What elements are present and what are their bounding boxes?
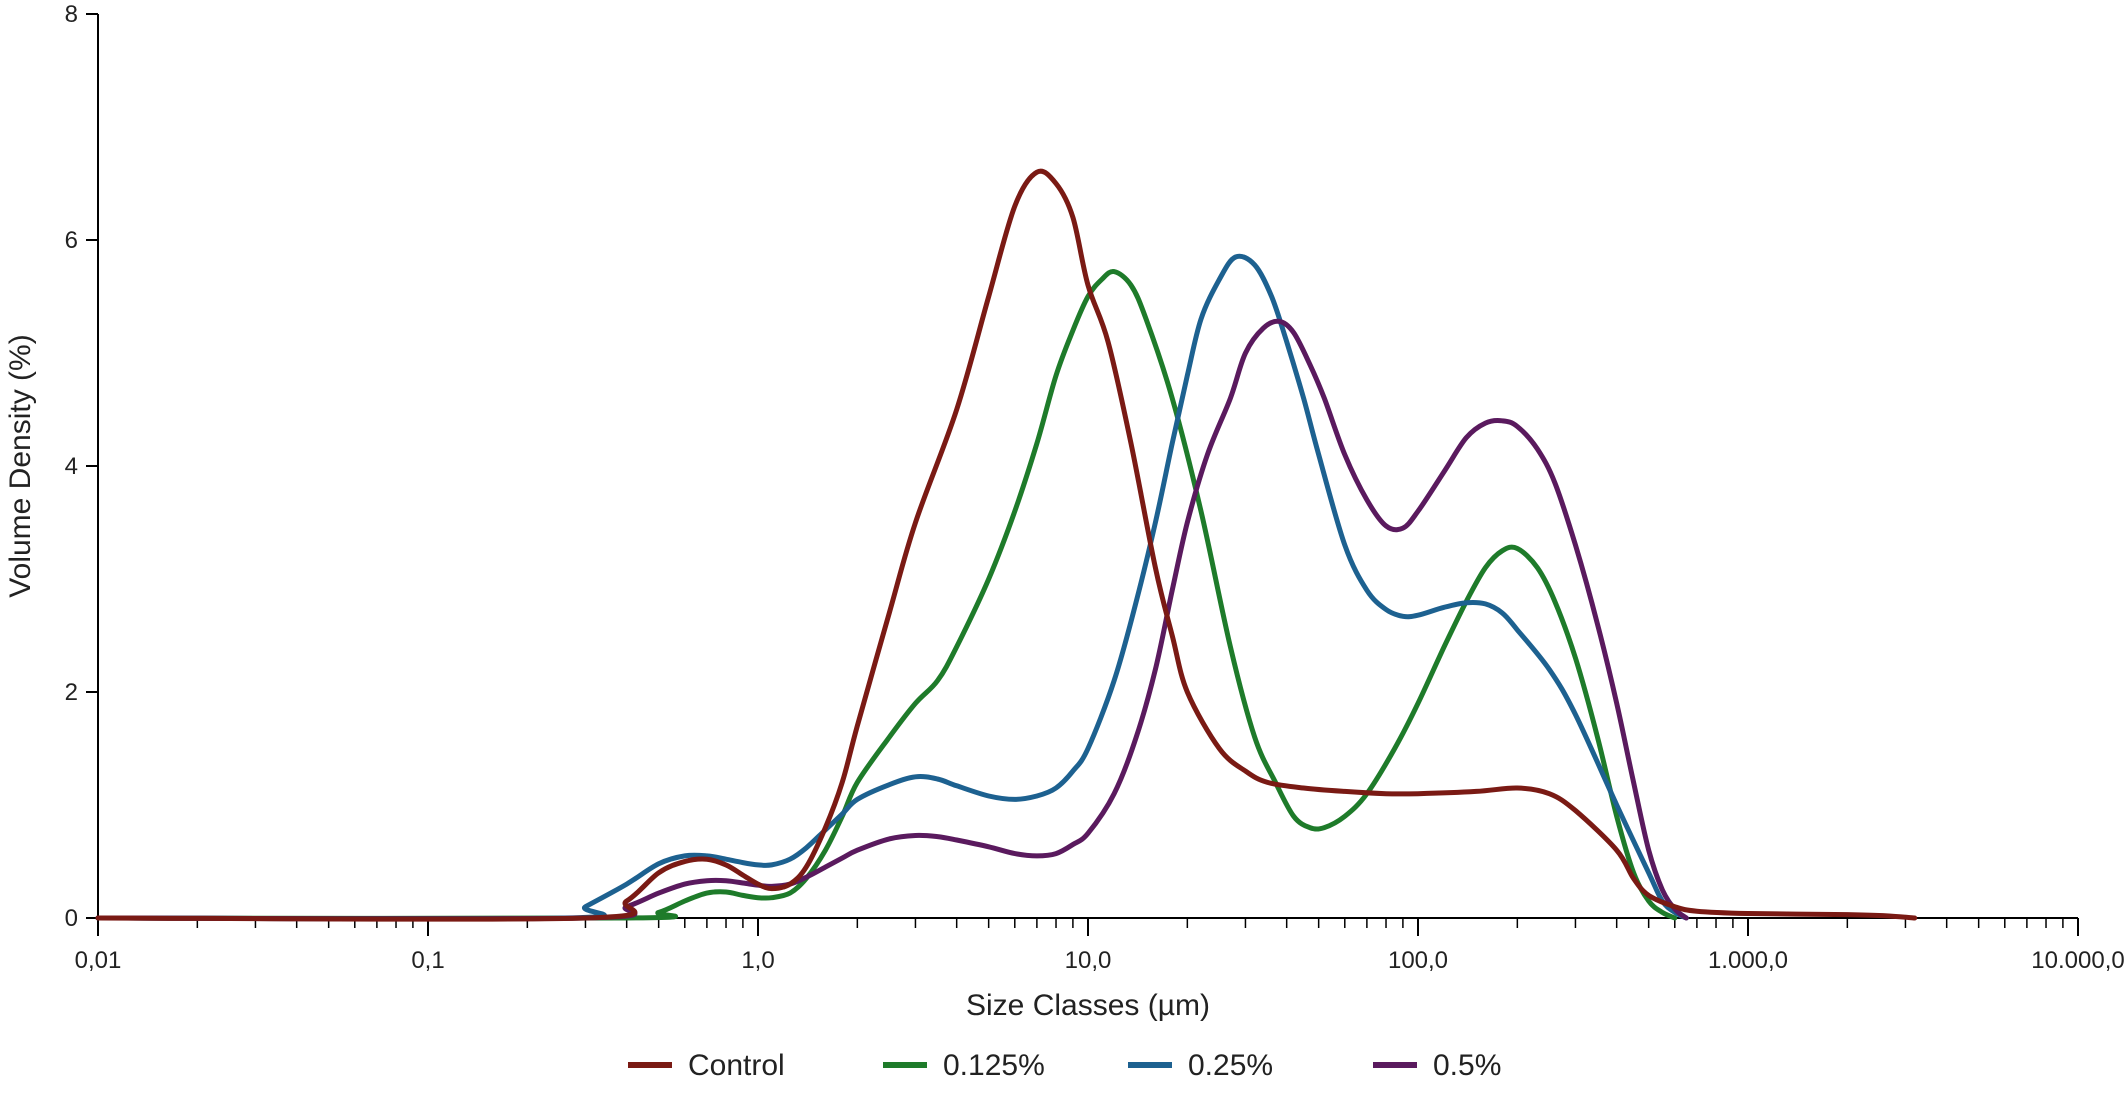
series-line-0-125- (95, 269, 1678, 921)
x-tick-label: 1.000,0 (1708, 947, 1788, 974)
series-line-0-25- (95, 253, 1689, 922)
series-lines (95, 168, 1918, 922)
axes: 0 2 4 6 8 0,01 0,1 1,0 10,0 100,0 1.000,0 10.000,0 S… (4, 1, 2125, 1022)
y-tick-label: 0 (65, 905, 78, 932)
x-tick-label: 10,0 (1065, 947, 1112, 974)
legend-label: 0.25% (1188, 1049, 1273, 1082)
y-axis-title: Volume Density (%) (4, 334, 37, 597)
legend: Control 0.125% 0.25% 0.5% (628, 1049, 1501, 1082)
x-tick-label: 1,0 (741, 947, 774, 974)
x-axis-title: Size Classes (µm) (966, 989, 1210, 1022)
x-tick-label: 100,0 (1388, 947, 1448, 974)
legend-label: 0.125% (943, 1049, 1045, 1082)
y-tick-label: 6 (65, 227, 78, 254)
y-tick-label: 2 (65, 679, 78, 706)
legend-label: Control (688, 1049, 785, 1082)
y-tick-label: 8 (65, 1, 78, 28)
series-line-0-5- (95, 318, 1689, 922)
series-line-control (95, 168, 1918, 922)
x-tick-label: 10.000,0 (2031, 947, 2124, 974)
y-tick-label: 4 (65, 453, 78, 480)
legend-label: 0.5% (1433, 1049, 1501, 1082)
x-tick-label: 0,1 (411, 947, 444, 974)
x-tick-label: 0,01 (75, 947, 122, 974)
